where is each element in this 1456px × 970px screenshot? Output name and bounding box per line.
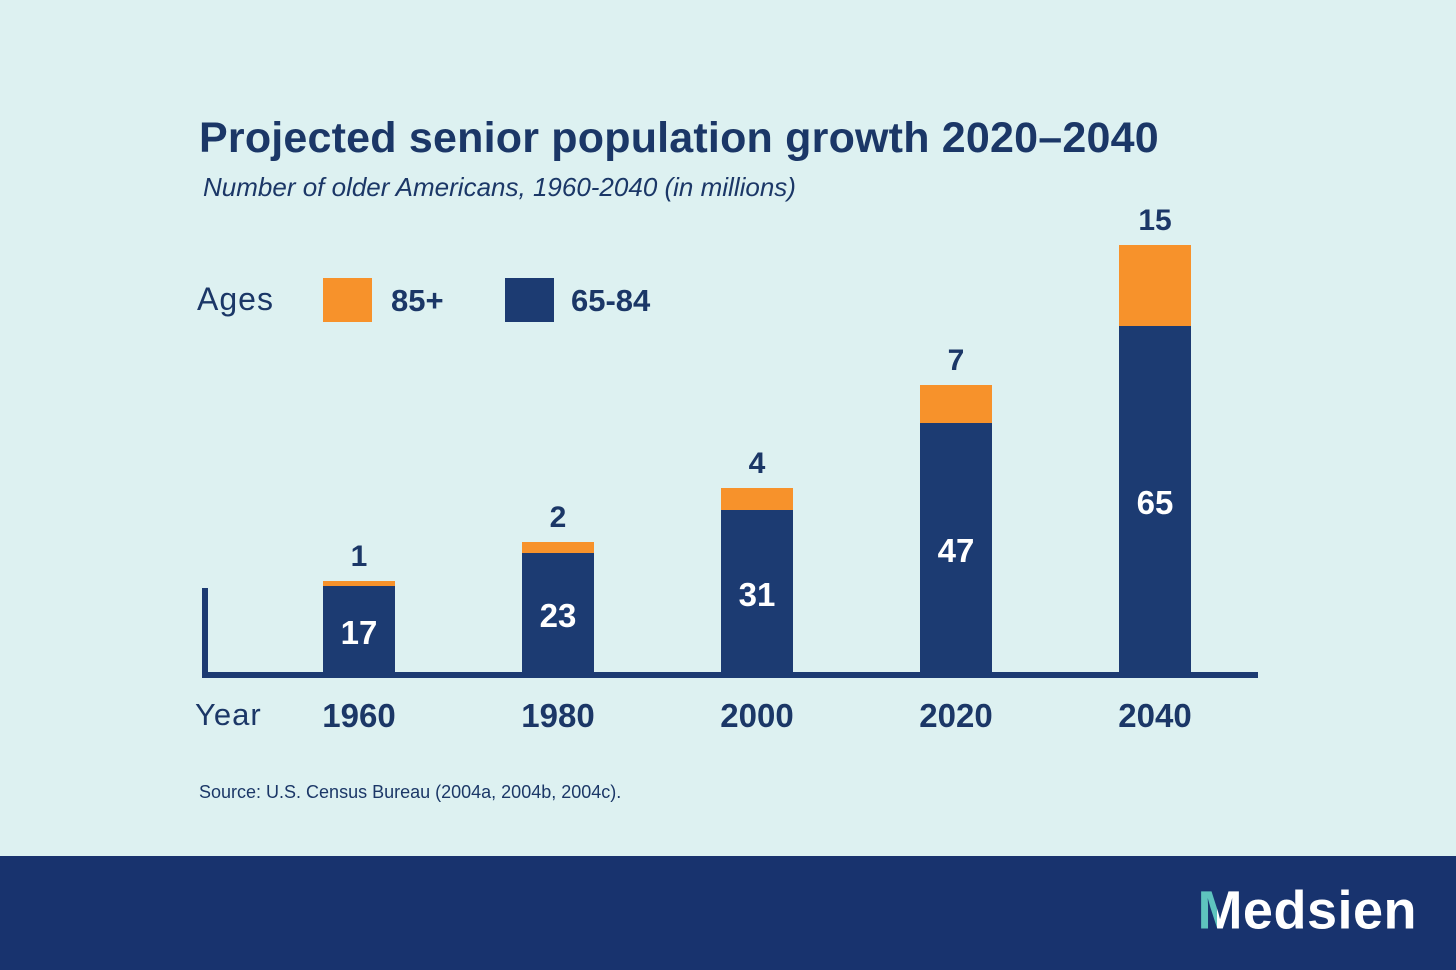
x-axis-line	[202, 672, 1258, 678]
bar-segment-85plus	[522, 542, 594, 553]
y-axis-line	[202, 588, 208, 678]
bar-group-2040: 15 65 2040	[1118, 204, 1191, 735]
bar-label-65-84: 47	[937, 532, 975, 569]
bar-segment-85plus	[1119, 245, 1191, 326]
bar-label-85plus: 1	[350, 540, 368, 573]
bar-label-85plus: 15	[1138, 204, 1172, 237]
x-tick-2000: 2000	[720, 697, 794, 734]
bar-label-85plus: 4	[748, 447, 766, 480]
chart-title: Projected senior population growth 2020–…	[199, 114, 1159, 162]
bar-group-2000: 4 31 2000	[720, 447, 793, 735]
bar-segment-65-84: 17	[323, 586, 395, 678]
bar-segment-65-84: 47	[920, 423, 992, 678]
legend-swatch-65-84	[505, 278, 554, 322]
legend-label-65-84: 65-84	[571, 283, 651, 318]
x-tick-1980: 1980	[521, 697, 595, 734]
bar-label-65-84: 31	[738, 575, 776, 613]
bar-label-85plus: 2	[549, 501, 567, 534]
bar-segment-65-84: 23	[522, 553, 594, 678]
bar-group-1960: 1 17 1960	[322, 540, 395, 735]
legend-title: Ages	[197, 281, 274, 317]
x-tick-2040: 2040	[1118, 697, 1192, 734]
bar-columns: 1 17 1960 2 23 1980 4 31 2000 7 47 2020 15 65 2040	[322, 204, 1191, 735]
chart-subtitle: Number of older Americans, 1960-2040 (in…	[203, 172, 796, 202]
x-axis-title: Year	[195, 697, 262, 732]
source-note: Source: U.S. Census Bureau (2004a, 2004b…	[199, 782, 622, 802]
medsien-logo: Medsien	[1197, 880, 1417, 942]
medsien-logo-m: M	[1197, 880, 1243, 941]
legend: Ages 85+ 65-84	[197, 277, 697, 323]
bar-label-65-84: 23	[539, 597, 577, 634]
x-tick-1960: 1960	[322, 697, 396, 734]
legend-label-85plus: 85+	[391, 283, 444, 318]
medsien-logo-rest: edsien	[1242, 880, 1417, 941]
bar-label-65-84: 17	[340, 613, 378, 651]
bar-segment-85plus	[323, 581, 395, 586]
x-tick-2020: 2020	[919, 697, 993, 734]
footer: Medsien	[0, 856, 1456, 970]
bar-chart: 1 17 1960 2 23 1980 4 31 2000 7 47 2020 15 65 2040 Yea…	[195, 194, 1258, 735]
bar-segment-65-84: 31	[721, 510, 793, 678]
bar-segment-85plus	[920, 385, 992, 423]
legend-swatch-85plus	[323, 278, 372, 322]
bar-label-65-84: 65	[1136, 483, 1174, 521]
bar-group-2020: 7 47 2020	[919, 344, 992, 735]
bar-segment-65-84: 65	[1119, 326, 1191, 678]
bar-segment-85plus	[721, 488, 793, 510]
bar-group-1980: 2 23 1980	[521, 501, 594, 735]
bar-label-85plus: 7	[947, 344, 965, 377]
